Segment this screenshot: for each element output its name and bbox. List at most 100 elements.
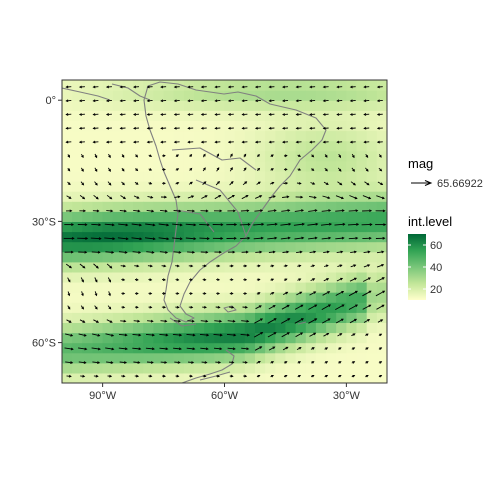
wind-arrow <box>187 195 194 199</box>
intensity-cell <box>285 241 297 253</box>
wind-arrow-head <box>95 196 99 200</box>
wind-arrow-head <box>341 209 345 213</box>
intensity-cell <box>356 342 368 354</box>
wind-arrow-head <box>376 126 380 130</box>
intensity-cell <box>194 100 205 111</box>
intensity-cell <box>133 80 144 91</box>
wind-arrow <box>337 99 343 102</box>
wind-arrow <box>214 320 222 322</box>
y-tick-label-1: 30°S <box>32 216 56 228</box>
wind-arrow-head <box>193 237 197 241</box>
intensity-cell <box>82 372 94 383</box>
intensity-cell <box>234 80 246 91</box>
intensity-cell <box>133 362 144 374</box>
wind-arrow <box>226 333 236 336</box>
intensity-cell <box>163 150 175 162</box>
wind-arrow <box>323 278 329 282</box>
wind-arrow-head <box>200 126 204 130</box>
intensity-cell <box>376 332 387 344</box>
wind-arrow-head <box>298 278 302 281</box>
intensity-cell <box>295 261 307 273</box>
wind-arrow-head <box>325 182 329 185</box>
intensity-cell <box>275 271 287 283</box>
intensity-cell <box>112 100 124 111</box>
wind-arrow-head <box>369 223 373 226</box>
wind-arrow <box>377 181 383 185</box>
intensity-cell <box>346 211 358 222</box>
intensity-cell <box>326 150 337 162</box>
wind-arrow <box>199 333 209 336</box>
wind-arrow-head <box>173 140 177 144</box>
intensity-cell <box>102 80 114 91</box>
intensity-cell <box>204 100 215 111</box>
wind-arrow-head <box>220 223 224 227</box>
wind-arrow-head <box>299 250 303 254</box>
wind-arrow <box>293 223 305 226</box>
wind-arrow <box>309 332 316 337</box>
intensity-cell <box>163 170 175 182</box>
intensity-cell <box>336 80 347 91</box>
intensity-cell <box>92 160 104 172</box>
wind-arrow <box>282 251 289 253</box>
colorbar <box>408 234 426 300</box>
wind-arrow-head <box>178 209 182 213</box>
wind-arrow <box>377 99 383 102</box>
intensity-cell <box>62 362 73 374</box>
wind-arrow-head <box>349 99 353 103</box>
wind-arrow <box>185 237 196 240</box>
intensity-cell <box>366 292 378 303</box>
intensity-cell <box>122 372 134 383</box>
intensity-cell <box>315 322 327 334</box>
intensity-cell <box>92 191 104 202</box>
intensity-cell <box>72 100 83 111</box>
intensity-cell <box>102 160 114 172</box>
intensity-cell <box>173 170 185 182</box>
intensity-cell <box>376 211 387 222</box>
intensity-cell <box>275 80 287 91</box>
intensity-cell <box>122 352 134 364</box>
intensity-cell <box>315 362 327 374</box>
intensity-cell <box>356 251 368 263</box>
wind-arrow-head <box>340 318 344 322</box>
intensity-cell <box>194 221 205 233</box>
wind-arrow-head <box>379 154 382 158</box>
intensity-cell <box>285 130 297 142</box>
wind-arrow-head <box>257 278 261 282</box>
wind-arrow-head <box>165 250 169 254</box>
intensity-cell <box>163 362 175 374</box>
intensity-cell <box>72 140 83 152</box>
intensity-cell <box>336 261 347 273</box>
wind-arrow-head <box>206 237 210 240</box>
intensity-cell <box>265 352 276 364</box>
wind-arrow-head <box>150 195 154 199</box>
wind-arrow-head <box>135 305 139 309</box>
wind-arrow-head <box>234 223 238 226</box>
wind-arrow <box>79 99 85 102</box>
intensity-cell <box>275 211 287 222</box>
intensity-cell <box>366 342 378 354</box>
wind-arrow <box>308 304 317 310</box>
intensity-cell <box>346 181 358 192</box>
intensity-cell <box>224 282 236 293</box>
intensity-cell <box>265 100 276 111</box>
wind-arrow <box>133 195 140 199</box>
intensity-cell <box>204 181 215 192</box>
intensity-cell <box>112 140 124 152</box>
intensity-cell <box>224 332 236 344</box>
intensity-cell <box>234 302 246 313</box>
intensity-cell <box>122 322 134 334</box>
intensity-cell <box>255 80 266 91</box>
wind-arrow-head <box>227 99 231 103</box>
intensity-cell <box>255 241 266 253</box>
intensity-cell <box>102 302 114 313</box>
intensity-cell <box>315 150 327 162</box>
intensity-cell <box>82 140 94 152</box>
wind-arrow-head <box>227 140 231 144</box>
wind-arrow-head <box>65 140 69 144</box>
wind-arrow-head <box>67 279 71 283</box>
wind-arrow <box>147 99 153 102</box>
wind-arrow-head <box>193 223 197 227</box>
wind-arrow <box>254 210 263 212</box>
wind-arrow-head <box>379 168 383 172</box>
wind-arrow-head <box>139 237 143 241</box>
